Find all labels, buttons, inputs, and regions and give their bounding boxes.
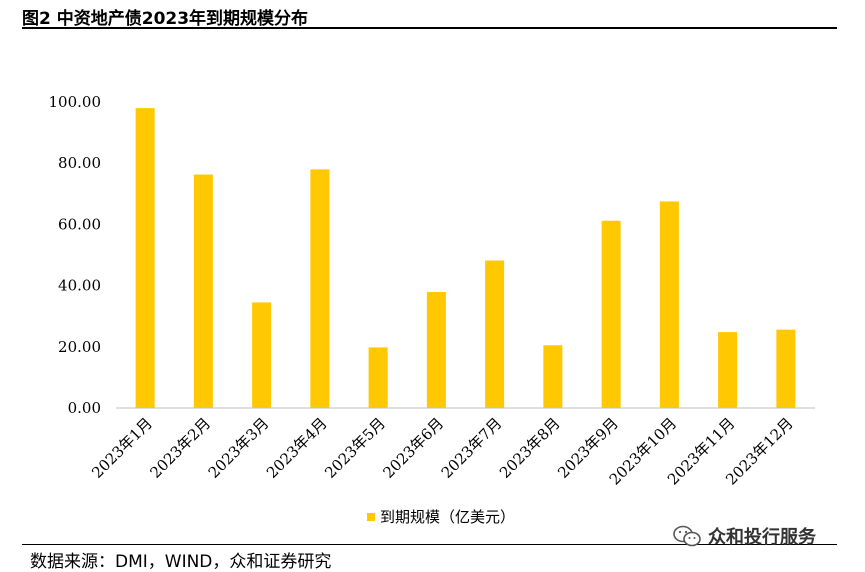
data-source: 数据来源：DMI，WIND，众和证券研究 bbox=[30, 552, 332, 572]
title-divider bbox=[22, 27, 837, 29]
x-tick-label: 2023年4月 bbox=[263, 414, 331, 482]
wechat-icon bbox=[673, 525, 701, 547]
x-tick-label: 2023年1月 bbox=[88, 414, 156, 482]
bar bbox=[776, 329, 796, 408]
bar bbox=[659, 201, 679, 408]
bar bbox=[485, 260, 505, 408]
chart-title: 图2 中资地产债2023年到期规模分布 bbox=[22, 9, 309, 29]
watermark: 众和投行服务 bbox=[672, 523, 816, 549]
y-tick-label: 0.00 bbox=[68, 399, 101, 417]
bar bbox=[601, 220, 621, 408]
bars bbox=[135, 108, 796, 409]
x-axis-labels: 2023年1月2023年2月2023年3月2023年4月2023年5月2023年… bbox=[88, 414, 796, 488]
legend-label: 到期规模（亿美元） bbox=[380, 508, 515, 526]
y-tick-label: 60.00 bbox=[58, 215, 101, 233]
y-axis-ticks: 0.00 20.00 40.00 60.00 80.00 100.00 bbox=[49, 93, 102, 417]
watermark-text: 众和投行服务 bbox=[708, 527, 816, 548]
x-tick-label: 2023年3月 bbox=[205, 414, 273, 482]
legend: 到期规模（亿美元） bbox=[367, 508, 515, 526]
y-tick-label: 40.00 bbox=[58, 277, 101, 295]
y-tick-label: 100.00 bbox=[49, 93, 102, 111]
bar bbox=[310, 169, 330, 408]
legend-swatch bbox=[367, 513, 375, 521]
bar bbox=[252, 302, 272, 408]
x-tick-label: 2023年6月 bbox=[380, 414, 448, 482]
bar bbox=[718, 332, 738, 408]
x-tick-label: 2023年2月 bbox=[147, 414, 215, 482]
x-tick-label: 2023年7月 bbox=[438, 414, 506, 482]
bar bbox=[193, 174, 213, 408]
y-tick-label: 20.00 bbox=[58, 338, 101, 356]
bar bbox=[368, 347, 388, 408]
x-tick-label: 2023年8月 bbox=[496, 414, 564, 482]
bar bbox=[543, 345, 563, 408]
bar bbox=[135, 108, 155, 409]
footer-divider bbox=[22, 544, 837, 545]
y-tick-label: 80.00 bbox=[58, 154, 101, 172]
bar bbox=[426, 292, 446, 408]
x-tick-label: 2023年5月 bbox=[321, 414, 389, 482]
